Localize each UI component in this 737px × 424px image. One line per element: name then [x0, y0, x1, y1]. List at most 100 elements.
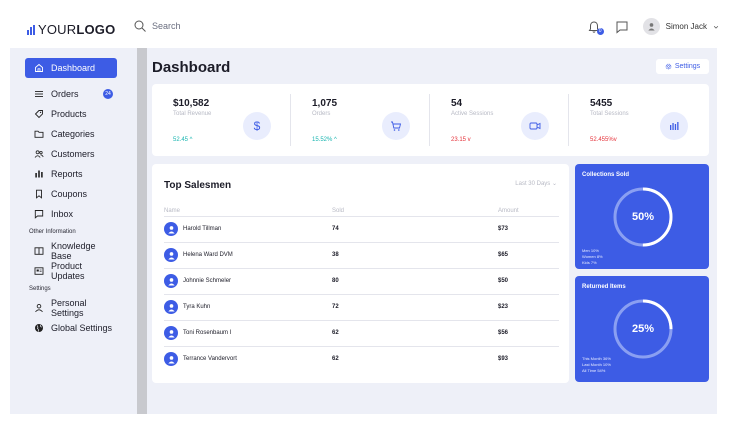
stat-active-sessions: 54 Active Sessions 23.15 v [451, 84, 561, 156]
user-silhouette-icon [167, 251, 175, 260]
salesman-avatar [164, 274, 178, 288]
message-icon [34, 210, 44, 219]
column-header-amount: Amount [498, 208, 519, 214]
sidebar-item-label: Orders [51, 89, 79, 99]
sidebar-item-customers[interactable]: Customers [25, 144, 117, 164]
column-header-sold: Sold [332, 208, 345, 214]
stat-orders: 1,075 Orders 15.52% ^ [312, 84, 422, 156]
chat-icon[interactable] [615, 20, 629, 34]
user-name: Simon Jack [665, 22, 707, 31]
sidebar-item-label: Categories [51, 129, 95, 139]
sidebar-item-products[interactable]: Products [25, 104, 117, 124]
section-settings: Settings [29, 286, 51, 292]
user-menu[interactable]: Simon Jack [642, 18, 719, 35]
users-icon [34, 150, 44, 158]
notification-button[interactable]: 0 [587, 20, 604, 35]
sidebar-item-categories[interactable]: Categories [25, 124, 117, 144]
salesman-name: Toni Rosenbaum I [183, 330, 232, 336]
user-avatar [642, 18, 660, 35]
salesman-name: Harold Tillman [183, 226, 222, 232]
sidebar-scrollbar[interactable] [137, 48, 147, 414]
legend-item: Kids 7% [582, 260, 597, 265]
stat-change: 52.455%v [590, 137, 617, 143]
salesman-avatar [164, 248, 178, 262]
top-salesmen-card: Top Salesmen Last 30 Days ⌄ Name Sold Am… [152, 164, 569, 383]
user-silhouette-icon [167, 303, 175, 312]
table-row[interactable]: Terrance Vandervort 62 $93 [164, 346, 559, 372]
sidebar-item-coupons[interactable]: Coupons [25, 184, 117, 204]
stat-change: 23.15 v [451, 137, 471, 143]
stat-change: 15.52% ^ [312, 137, 337, 143]
settings-button[interactable]: Settings [656, 59, 709, 74]
salesman-avatar [164, 326, 178, 340]
stat-total-sessions: 5455 Total Sessions 52.455%v [590, 84, 700, 156]
sidebar-item-global-settings[interactable]: Global Settings [25, 318, 117, 338]
salesman-amount: $93 [498, 356, 509, 362]
sidebar-item-knowledge-base[interactable]: Knowledge Base [25, 241, 117, 261]
list-icon [35, 91, 43, 97]
sidebar-item-label: Product Updates [51, 261, 85, 281]
sidebar-item-label: Inbox [51, 209, 74, 219]
search-icon [134, 20, 146, 32]
sidebar-item-label: Reports [51, 169, 83, 179]
salesman-sold: 74 [332, 226, 339, 232]
salesman-name: Johnnie Schmeler [183, 278, 232, 284]
sidebar-item-orders[interactable]: Orders 24 [25, 84, 117, 104]
tag-icon [34, 110, 43, 119]
section-other-information: Other Information [29, 229, 76, 235]
donut-percent: 25% [631, 323, 655, 335]
sidebar-item-personal-settings[interactable]: Personal Settings [25, 298, 117, 318]
salesman-amount: $23 [498, 304, 509, 310]
stat-label: Orders [312, 111, 331, 117]
salesman-avatar [164, 300, 178, 314]
stat-change: 52.45 ^ [173, 137, 193, 143]
table-row[interactable]: Johnnie Schmeler 80 $50 [164, 268, 559, 294]
globe-icon [35, 324, 43, 332]
table-title: Top Salesmen [164, 180, 232, 191]
stat-label: Total Revenue [173, 111, 212, 117]
salesman-amount: $65 [498, 252, 509, 258]
legend-item: This Month 36% [582, 356, 611, 361]
donut-legend: Men 10% Women 8% Kids 7% [582, 248, 603, 266]
chart-icon [35, 170, 43, 178]
sidebar-item-label: Knowledge Base [51, 241, 96, 261]
bar-chart-icon [660, 112, 688, 140]
stat-label: Total Sessions [590, 111, 629, 117]
sidebar-item-inbox[interactable]: Inbox [25, 204, 117, 224]
sidebar-item-reports[interactable]: Reports [25, 164, 117, 184]
search-input[interactable]: Search [152, 21, 181, 31]
logo[interactable]: YOURLOGO [27, 22, 115, 37]
column-header-name: Name [164, 208, 181, 214]
folder-icon [34, 130, 44, 138]
table-row[interactable]: Harold Tillman 74 $73 [164, 216, 559, 242]
divider [290, 94, 291, 146]
stat-value: 1,075 [312, 98, 338, 109]
book-icon [34, 247, 44, 255]
salesman-amount: $56 [498, 330, 509, 336]
card-title: Returned Items [582, 284, 626, 290]
sidebar: Dashboard Orders 24 Products Categories … [10, 48, 137, 414]
table-row[interactable]: Toni Rosenbaum I 62 $56 [164, 320, 559, 346]
logo-light-text: YOUR [38, 22, 77, 37]
stats-card: $10,582 Total Revenue 52.45 ^ $ 1,075 Or… [152, 84, 709, 156]
collections-donut [613, 187, 673, 247]
sidebar-item-label: Personal Settings [51, 298, 87, 318]
cart-icon [382, 112, 410, 140]
search-bar[interactable]: Search [134, 20, 181, 32]
salesman-sold: 62 [332, 356, 339, 362]
bookmark-icon [36, 189, 42, 199]
sidebar-item-label: Dashboard [51, 63, 96, 73]
table-row[interactable]: Helena Ward DVM 38 $65 [164, 242, 559, 268]
date-range-dropdown[interactable]: Last 30 Days ⌄ [515, 181, 557, 187]
sidebar-item-product-updates[interactable]: Product Updates [25, 261, 117, 281]
salesman-name: Terrance Vandervort [183, 356, 237, 362]
video-icon [521, 112, 549, 140]
stat-value: 5455 [590, 98, 613, 109]
donut-percent: 50% [631, 211, 655, 223]
table-row[interactable]: Tyra Kuhn 72 $23 [164, 294, 559, 320]
salesman-sold: 72 [332, 304, 339, 310]
stat-value: $10,582 [173, 98, 210, 109]
sidebar-item-dashboard[interactable]: Dashboard [25, 58, 117, 78]
card-title: Collections Sold [582, 172, 630, 178]
salesman-sold: 38 [332, 252, 339, 258]
